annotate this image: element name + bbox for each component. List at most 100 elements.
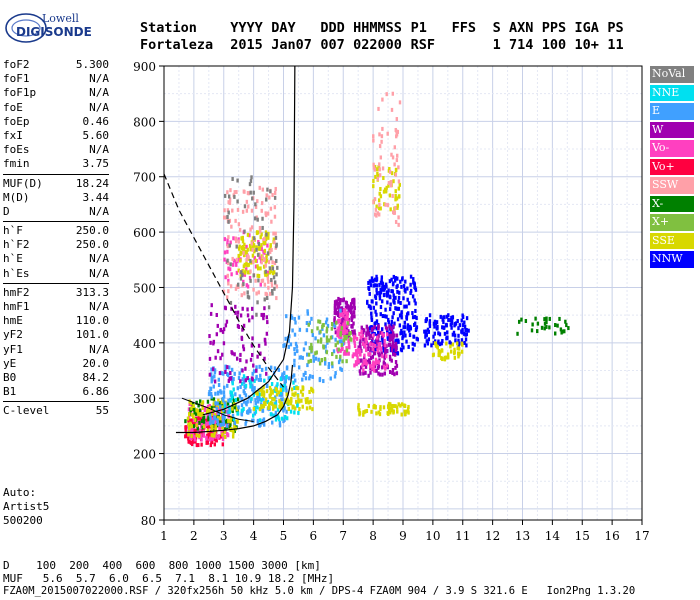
param-value: 18.24 (75, 176, 109, 190)
echo-point (381, 97, 384, 102)
echo-point (306, 309, 309, 314)
echo-point (397, 215, 400, 220)
echo-point (226, 242, 229, 247)
echo-point (266, 320, 269, 325)
echo-points (184, 91, 570, 448)
echo-point (242, 374, 246, 379)
echo-point (243, 272, 247, 277)
echo-point (243, 204, 247, 209)
echo-point (267, 305, 271, 310)
echo-point (202, 424, 206, 429)
echo-point (209, 431, 213, 436)
echo-point (257, 274, 261, 279)
echo-point (347, 308, 350, 313)
echo-point (356, 359, 359, 364)
echo-point (380, 275, 384, 280)
echo-point (251, 387, 254, 392)
echo-point (384, 322, 387, 327)
echo-point (374, 207, 378, 212)
echo-point (460, 341, 464, 346)
echo-point (400, 315, 403, 320)
echo-point (337, 333, 340, 338)
echo-point (227, 194, 231, 199)
echo-point (442, 320, 445, 325)
echo-point (391, 315, 394, 320)
echo-point (269, 400, 273, 405)
echo-point (426, 341, 430, 346)
echo-point (353, 298, 356, 303)
echo-point (377, 333, 380, 338)
echo-point (397, 194, 401, 199)
echo-point (188, 418, 192, 423)
echo-point (381, 285, 384, 290)
footer-info: FZA0M_2015007022000.RSF / 320fx256h 50 k… (3, 585, 636, 597)
echo-point (364, 364, 368, 369)
echo-point (210, 405, 213, 410)
echo-point (216, 401, 219, 406)
echo-point (336, 340, 339, 345)
echo-point (374, 309, 377, 314)
echo-point (400, 284, 403, 289)
echo-point (231, 428, 234, 433)
echo-point (249, 357, 253, 362)
echo-point (235, 407, 239, 412)
echo-point (306, 397, 309, 402)
echo-point (378, 206, 381, 211)
echo-point (365, 408, 369, 413)
echo-point (213, 442, 216, 447)
echo-point (357, 345, 360, 350)
echo-point (266, 251, 270, 256)
echo-point (372, 305, 375, 310)
echo-point (276, 265, 279, 270)
param-label: fmin (3, 157, 30, 171)
echo-point (406, 326, 409, 331)
echo-point (248, 182, 252, 187)
echo-point (301, 377, 304, 382)
echo-point (405, 339, 408, 344)
echo-point (374, 277, 377, 282)
echo-point (456, 341, 459, 346)
param-value: N/A (89, 72, 109, 86)
echo-point (558, 316, 561, 321)
echo-point (261, 225, 264, 230)
echo-point (216, 421, 219, 426)
echo-point (229, 300, 233, 305)
echo-point (234, 236, 237, 241)
echo-point (222, 289, 226, 294)
echo-point (460, 349, 464, 354)
header-title-3: DDD (320, 20, 345, 36)
x-tick-label: 10 (425, 529, 440, 543)
echo-point (248, 275, 252, 280)
echo-point (309, 399, 312, 404)
echo-point (322, 333, 326, 338)
echo-point (250, 343, 254, 348)
echo-point (294, 399, 298, 404)
echo-point (270, 283, 274, 288)
echo-point (217, 398, 220, 403)
echo-point (351, 300, 354, 305)
echo-point (259, 282, 262, 287)
echo-point (333, 300, 337, 305)
param-value: N/A (89, 204, 109, 218)
echo-point (445, 336, 448, 341)
echo-point (279, 405, 283, 410)
echo-point (365, 324, 369, 329)
echo-point (274, 395, 277, 400)
echo-point (384, 282, 388, 287)
echo-point (235, 190, 238, 195)
echo-point (231, 402, 235, 407)
echo-point (293, 378, 297, 383)
header-value-2: Jan07 (271, 37, 312, 53)
echo-point (211, 420, 214, 425)
echo-point (272, 404, 275, 409)
echo-point (204, 406, 207, 411)
echo-point (327, 362, 331, 367)
echo-point (245, 208, 249, 213)
echo-point (209, 437, 212, 442)
echo-point (338, 357, 342, 362)
echo-point (460, 318, 463, 323)
echo-point (266, 187, 269, 192)
echo-point (240, 408, 244, 413)
echo-point (393, 210, 396, 215)
echo-point (297, 399, 301, 404)
